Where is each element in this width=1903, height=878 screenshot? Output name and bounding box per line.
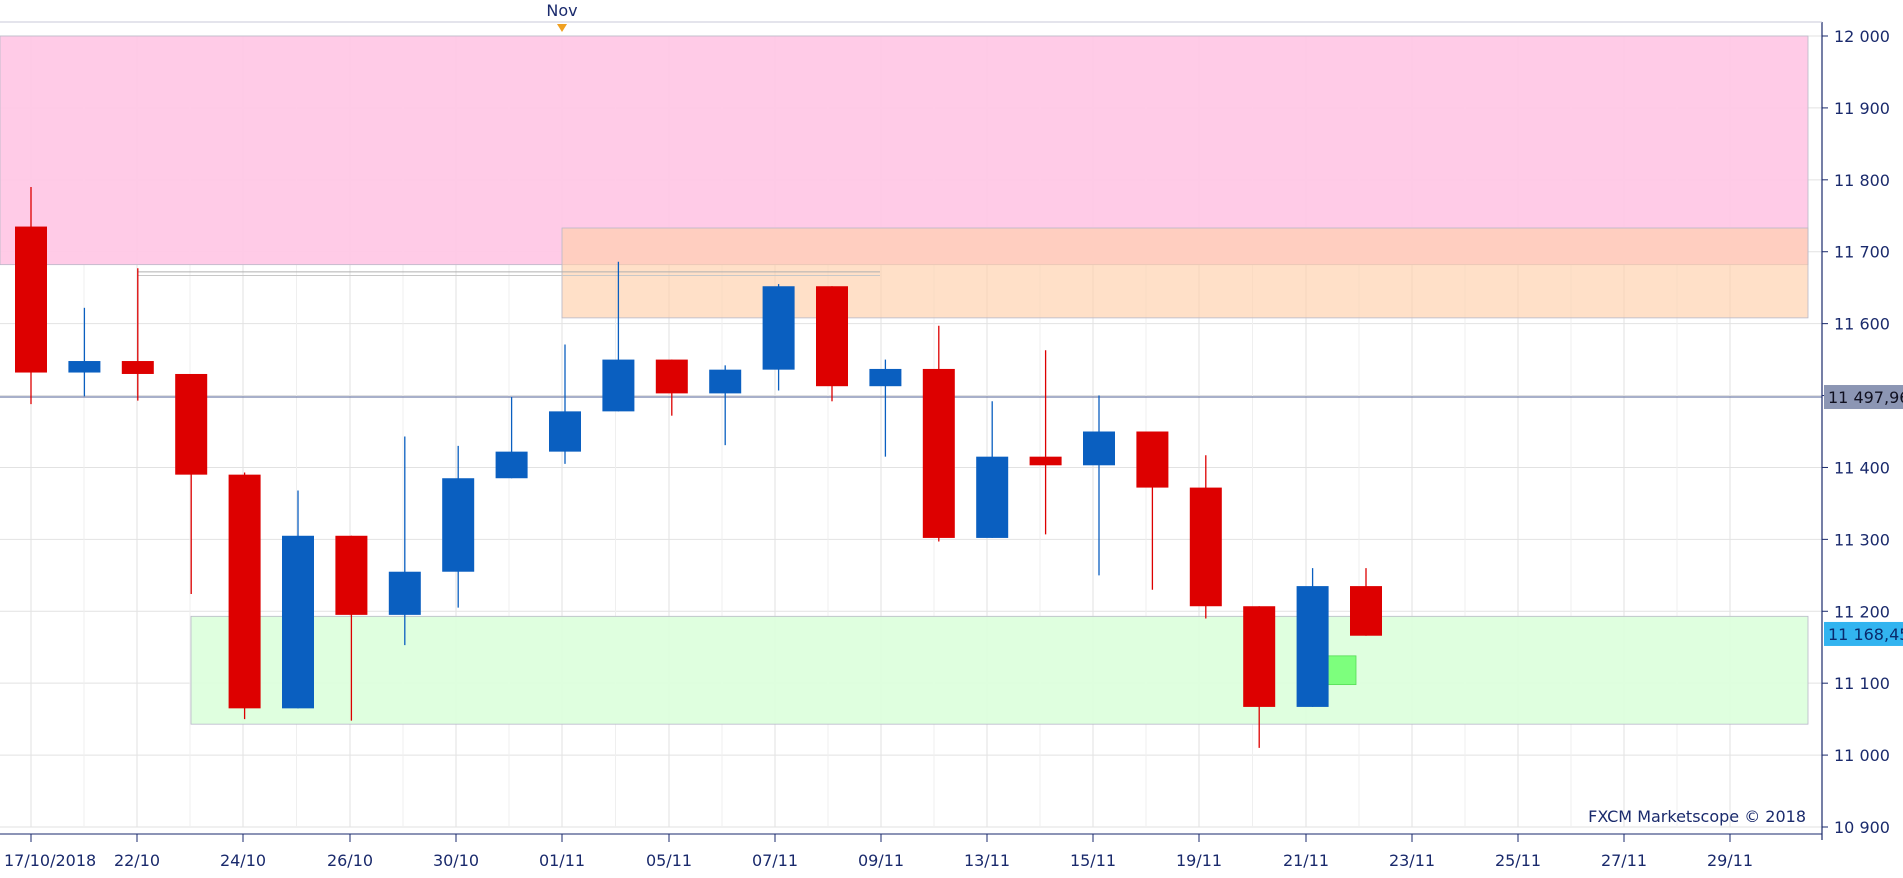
- candle-up: [1083, 395, 1115, 576]
- candle-body: [388, 571, 421, 615]
- x-tick-label: 13/11: [964, 851, 1010, 870]
- x-tick-label: 27/11: [1601, 851, 1647, 870]
- month-marker-label: Nov: [546, 1, 577, 20]
- candle-up: [442, 445, 475, 608]
- candle-body: [495, 451, 528, 479]
- x-tick-label: 15/11: [1070, 851, 1116, 870]
- y-tick-label: 11 000: [1834, 746, 1890, 765]
- candle-body: [1083, 431, 1115, 466]
- candle-down: [15, 187, 47, 405]
- candle-body: [549, 411, 581, 452]
- candle-down: [816, 286, 848, 402]
- candle-up: [709, 365, 742, 446]
- candle-body: [228, 474, 261, 709]
- y-tick-label: 11 100: [1834, 674, 1890, 693]
- candle-body: [976, 456, 1009, 538]
- zones: [0, 35, 1809, 725]
- candle-body: [282, 535, 314, 709]
- candle-down: [1189, 455, 1222, 619]
- month-marker-arrow: [557, 24, 567, 32]
- last-price-label: 11 168,45: [1828, 625, 1903, 644]
- candle-body: [1029, 456, 1062, 466]
- level-line-label: 11 497,96: [1828, 388, 1903, 407]
- x-tick-label: 23/11: [1389, 851, 1435, 870]
- demand-zone: [190, 615, 1809, 725]
- candle-down: [1243, 606, 1276, 748]
- candle-body: [1350, 586, 1382, 636]
- candle-up: [762, 284, 795, 391]
- candle-body: [762, 286, 795, 370]
- candle-body: [922, 368, 955, 538]
- candle-body: [655, 359, 688, 394]
- x-tick-label: 22/10: [114, 851, 160, 870]
- y-tick-label: 12 000: [1834, 27, 1890, 46]
- x-tick-label: 25/11: [1495, 851, 1541, 870]
- candle-down: [228, 472, 261, 720]
- y-tick-label: 11 200: [1834, 602, 1890, 621]
- candle-down: [335, 535, 368, 721]
- candle-body: [175, 373, 208, 475]
- candle-up: [282, 490, 314, 709]
- candle-body: [1136, 431, 1169, 488]
- candle-body: [1243, 606, 1276, 707]
- candle-up: [602, 261, 635, 412]
- candle-body: [1296, 586, 1329, 707]
- x-tick-label: 05/11: [646, 851, 692, 870]
- x-tick-label: 26/10: [327, 851, 373, 870]
- candle-up: [68, 307, 101, 397]
- candle-down: [655, 359, 688, 416]
- last-price-tag: [1824, 621, 1903, 646]
- candle-down: [1029, 350, 1062, 535]
- y-tick-label: 11 800: [1834, 171, 1890, 190]
- x-tick-label: 09/11: [858, 851, 904, 870]
- candle-down: [1350, 568, 1382, 636]
- candle-body: [602, 359, 635, 412]
- x-tick-label: 07/11: [752, 851, 798, 870]
- candle-up: [549, 344, 581, 464]
- candle-body: [121, 361, 154, 374]
- watermark: FXCM Marketscope © 2018: [1588, 807, 1806, 826]
- candle-up: [495, 396, 528, 479]
- candle-down: [175, 373, 208, 595]
- axes: [0, 21, 1828, 842]
- candle-up: [388, 436, 421, 646]
- y-tick-label: 10 900: [1834, 818, 1890, 837]
- candle-body: [442, 478, 475, 572]
- candle-body: [816, 286, 848, 387]
- x-tick-label: 17/10/2018: [4, 851, 96, 870]
- y-tick-label: 11 700: [1834, 243, 1890, 262]
- x-tick-label: 29/11: [1707, 851, 1753, 870]
- candle-body: [709, 369, 742, 394]
- candle-up: [1296, 568, 1329, 707]
- y-tick-label: 11 900: [1834, 99, 1890, 118]
- supply-zone: [561, 227, 1809, 319]
- candle-body: [335, 535, 368, 615]
- x-tick-label: 01/11: [539, 851, 585, 870]
- y-tick-label: 11 600: [1834, 315, 1890, 334]
- resistance-zone: [0, 35, 1809, 266]
- y-tick-label: 11 300: [1834, 530, 1890, 549]
- x-tick-label: 24/10: [220, 851, 266, 870]
- level-line-tag: [1824, 385, 1903, 410]
- x-tick-label: 21/11: [1283, 851, 1329, 870]
- candle-body: [68, 361, 101, 373]
- candle-body: [15, 226, 47, 373]
- candle-down: [1136, 431, 1169, 590]
- candle-body: [869, 368, 902, 387]
- candle-up: [869, 359, 902, 457]
- candle-body: [1189, 487, 1222, 607]
- candle-up: [976, 401, 1009, 538]
- x-tick-label: 30/10: [433, 851, 479, 870]
- candle-down: [121, 268, 154, 401]
- candles: [15, 187, 1382, 748]
- x-tick-label: 19/11: [1176, 851, 1222, 870]
- y-tick-label: 11 400: [1834, 458, 1890, 477]
- candle-down: [922, 325, 955, 542]
